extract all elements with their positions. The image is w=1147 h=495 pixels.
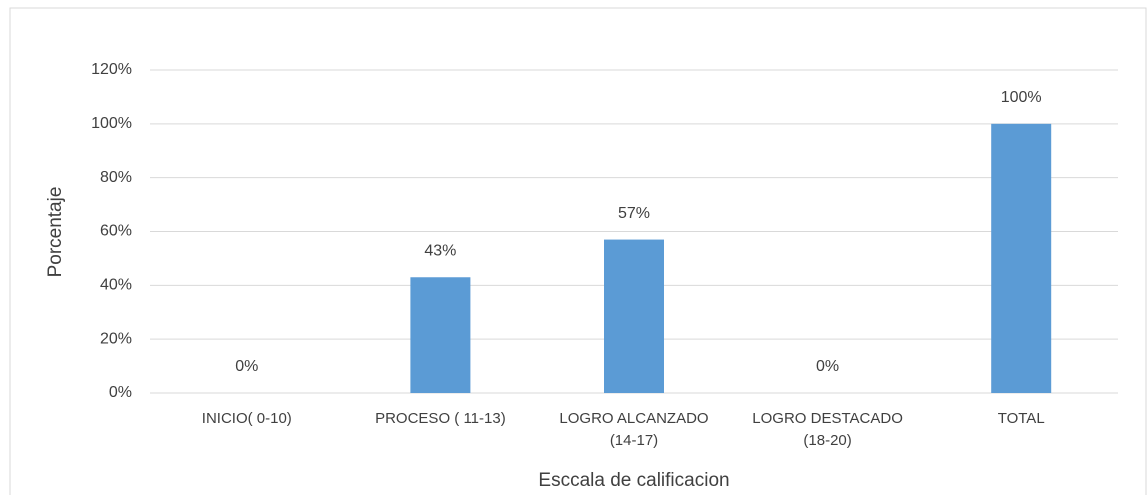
y-tick-label: 20% [100,330,132,347]
y-tick-label: 0% [109,384,132,401]
x-tick-label: LOGRO DESTACADO (18-20) [752,410,903,449]
data-label: 43% [424,242,456,259]
y-tick-label: 60% [100,223,132,240]
data-label: 57% [618,205,650,222]
x-tick-label: INICIO( 0-10) [201,410,292,427]
data-label: 0% [816,358,839,375]
bar [991,123,1052,393]
y-tick-label: 40% [100,277,132,294]
x-tick-label: PROCESO ( 11-13) [375,410,506,427]
x-tick-label: TOTAL [997,410,1045,427]
data-label: 100% [1001,89,1042,106]
x-axis-title: Esccala de calificacion [538,470,729,491]
y-tick-label: 120% [91,61,132,78]
bar [410,277,471,393]
y-tick-label: 100% [91,115,132,132]
y-tick-label: 80% [100,169,132,186]
bar [604,239,664,393]
x-tick-label: LOGRO ALCANZADO (14-17) [559,410,709,449]
data-label: 0% [235,358,258,375]
chart-frame [9,7,1147,495]
y-axis-title: Porcentaje [45,187,66,278]
